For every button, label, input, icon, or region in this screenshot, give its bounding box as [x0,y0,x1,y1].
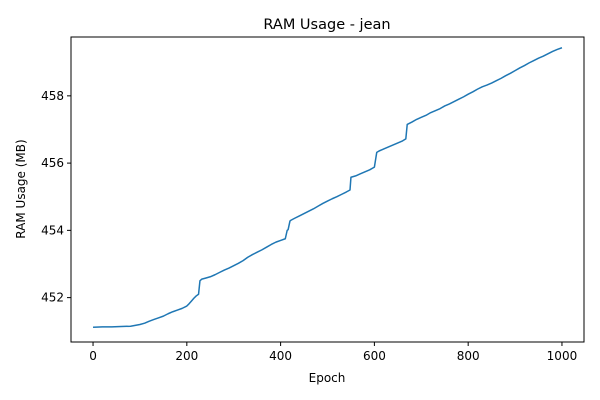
x-tick-label: 400 [269,349,292,363]
x-tick-label: 0 [89,349,97,363]
x-axis: 0 200 400 600 800 1000 [89,342,577,363]
x-tick-label: 800 [457,349,480,363]
x-tick-label: 200 [175,349,198,363]
series-line [93,47,563,328]
x-tick-label: 600 [363,349,386,363]
chart-title: RAM Usage - jean [263,17,390,33]
y-tick-label: 456 [41,156,64,170]
y-axis-label: RAM Usage (MB) [14,139,28,238]
y-tick-label: 452 [41,291,64,305]
y-axis: 452 454 456 458 [41,89,71,305]
y-tick-label: 454 [41,223,64,237]
x-tick-label: 1000 [547,349,578,363]
y-tick-label: 458 [41,89,64,103]
x-axis-label: Epoch [309,371,346,385]
plot-frame [70,36,585,343]
plot-area [93,47,563,328]
